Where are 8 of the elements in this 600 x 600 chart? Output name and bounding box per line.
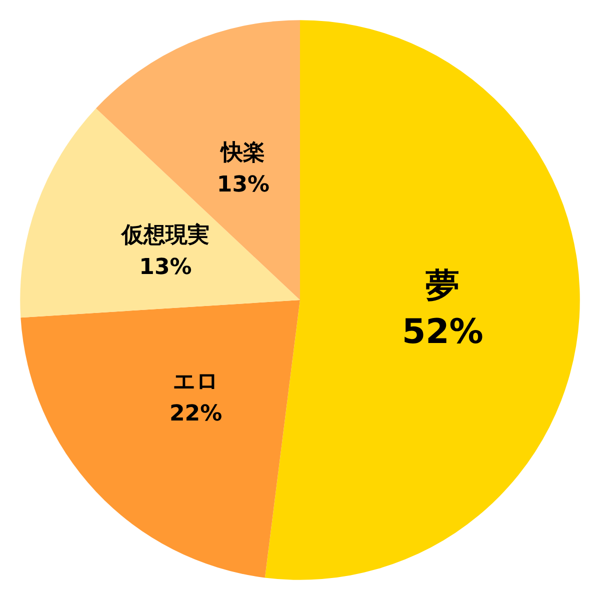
slice-label: 仮想現実 <box>120 222 210 248</box>
slice-label: エロ <box>172 369 219 394</box>
slice-label: 夢 <box>426 266 460 306</box>
data-label: 52% <box>402 312 484 352</box>
slice-label: 快楽 <box>219 140 266 166</box>
data-label: 13% <box>216 172 270 198</box>
data-label: 13% <box>139 255 192 280</box>
data-label: 22% <box>169 401 222 426</box>
